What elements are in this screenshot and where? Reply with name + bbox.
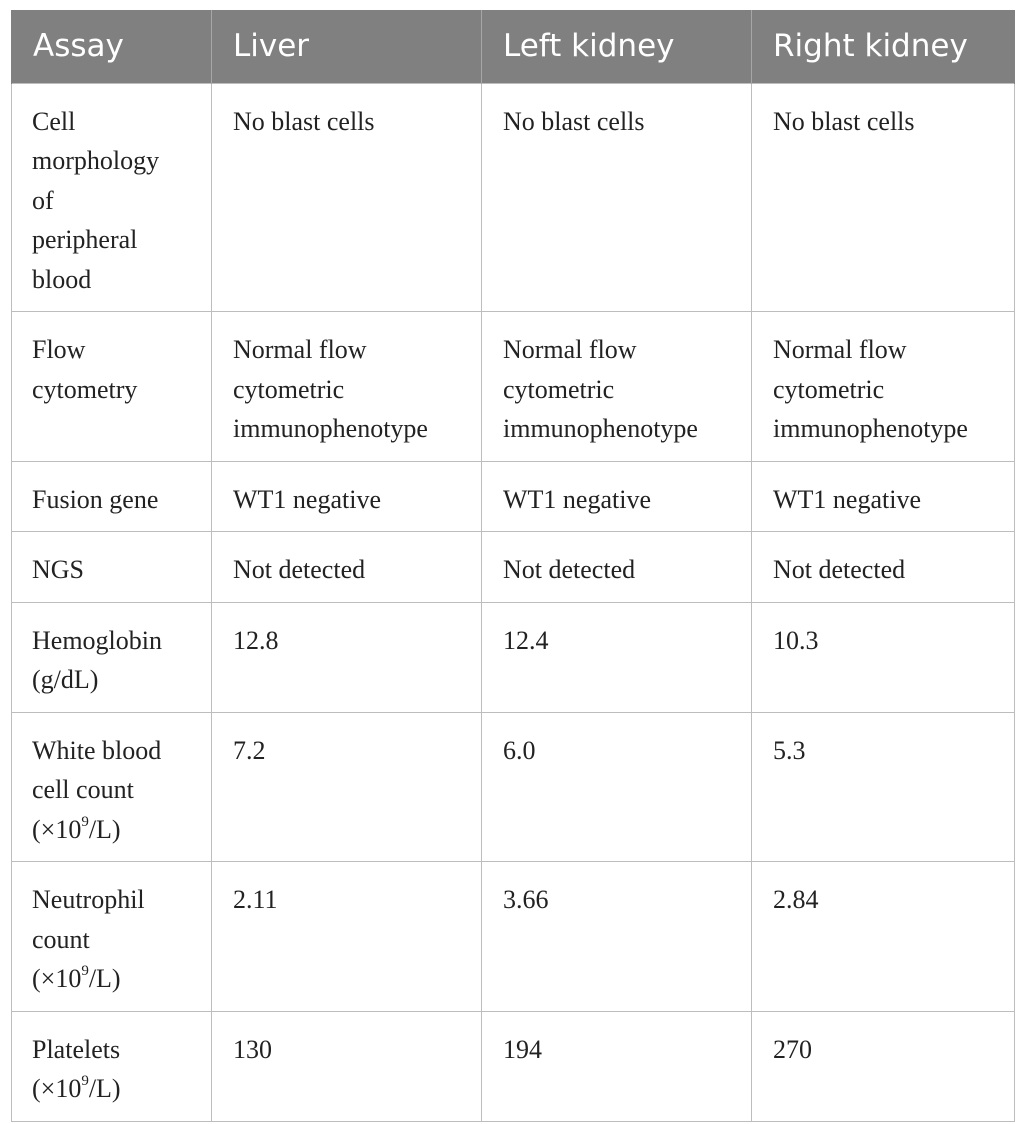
liver-cell: Not detected — [211, 531, 482, 603]
liver-cell: 12.8 — [211, 601, 482, 713]
right-kidney-cell: No blast cells — [751, 82, 1015, 312]
liver-cell: No blast cells — [211, 82, 482, 312]
assay-cell: Flow cytometry — [11, 311, 212, 462]
right-kidney-cell: 10.3 — [751, 601, 1015, 713]
table-row: Cell morphology of peripheral blood No b… — [11, 82, 1015, 312]
assay-cell: NGS — [11, 531, 212, 603]
liver-value: No blast cells — [233, 106, 375, 136]
right-kidney-cell: Normal flow cytometric immunophenotype — [751, 311, 1015, 462]
table-row: Platelets (×109/L) 130 194 270 — [11, 1010, 1015, 1122]
right-kidney-value: 270 — [773, 1034, 812, 1064]
assay-label: Hemoglobin (g/dL) — [32, 625, 162, 695]
unit-suffix: /L) — [88, 814, 121, 844]
left-kidney-value: 3.66 — [503, 885, 549, 914]
assay-label: Cell morphology of peripheral blood — [32, 106, 160, 294]
liver-value: 7.2 — [233, 735, 266, 765]
liver-value: Normal flow cytometric immunophenotype — [233, 335, 428, 443]
table-row: Fusion gene WT1 negative WT1 negative WT… — [11, 460, 1015, 532]
assay-cell: Platelets (×109/L) — [11, 1010, 212, 1122]
left-kidney-cell: 194 — [481, 1010, 752, 1122]
left-kidney-cell: Normal flow cytometric immunophenotype — [481, 311, 752, 462]
assay-label: Fusion gene — [32, 484, 159, 514]
liver-value: 130 — [233, 1034, 272, 1064]
right-kidney-value: WT1 negative — [773, 484, 921, 514]
right-kidney-value: Not detected — [773, 555, 906, 584]
right-kidney-value: Normal flow cytometric immunophenotype — [773, 335, 968, 443]
unit-suffix: /L) — [88, 1074, 121, 1103]
assay-cell: Hemoglobin (g/dL) — [11, 601, 212, 713]
unit-exponent: 9 — [81, 963, 89, 980]
assay-label: NGS — [32, 555, 85, 584]
table-header: Assay Liver Left kidney Right kidney — [11, 10, 1015, 83]
table-row: Flow cytometry Normal flow cytometric im… — [11, 311, 1015, 462]
liver-cell: 7.2 — [211, 711, 482, 862]
header-row: Assay Liver Left kidney Right kidney — [11, 10, 1015, 83]
assay-cell: Fusion gene — [11, 460, 212, 532]
unit-exponent: 9 — [81, 813, 89, 830]
left-kidney-value: Not detected — [503, 555, 636, 584]
liver-cell: 2.11 — [211, 861, 482, 1012]
right-kidney-value: No blast cells — [773, 106, 915, 136]
right-kidney-value: 5.3 — [773, 735, 806, 765]
table-row: Hemoglobin (g/dL) 12.8 12.4 10.3 — [11, 601, 1015, 713]
header-assay: Assay — [11, 10, 212, 83]
assay-label: Neutrophil count — [32, 885, 145, 954]
left-kidney-cell: Not detected — [481, 531, 752, 603]
left-kidney-cell: 3.66 — [481, 861, 752, 1012]
right-kidney-cell: Not detected — [751, 531, 1015, 603]
right-kidney-cell: 5.3 — [751, 711, 1015, 862]
unit-prefix: (×10 — [32, 814, 82, 844]
header-liver: Liver — [211, 10, 482, 83]
liver-value: WT1 negative — [233, 484, 381, 514]
right-kidney-value: 2.84 — [773, 885, 819, 914]
unit-prefix: (×10 — [32, 964, 82, 993]
right-kidney-cell: 270 — [751, 1010, 1015, 1122]
left-kidney-value: WT1 negative — [503, 484, 651, 514]
liver-value: 12.8 — [233, 625, 279, 655]
right-kidney-cell: WT1 negative — [751, 460, 1015, 532]
unit-suffix: /L) — [88, 964, 121, 993]
right-kidney-value: 10.3 — [773, 625, 819, 655]
right-kidney-cell: 2.84 — [751, 861, 1015, 1012]
table-body: Cell morphology of peripheral blood No b… — [11, 82, 1015, 1122]
unit-exponent: 9 — [81, 1073, 89, 1090]
left-kidney-cell: No blast cells — [481, 82, 752, 312]
liver-value: Not detected — [233, 555, 366, 584]
assay-unit: (×109/L) — [32, 964, 121, 993]
unit-prefix: (×10 — [32, 1074, 82, 1103]
left-kidney-value: 6.0 — [503, 735, 536, 765]
left-kidney-cell: 12.4 — [481, 601, 752, 713]
left-kidney-value: No blast cells — [503, 106, 645, 136]
assay-cell: Neutrophil count (×109/L) — [11, 861, 212, 1012]
liver-value: 2.11 — [233, 885, 278, 914]
left-kidney-value: Normal flow cytometric immunophenotype — [503, 335, 698, 443]
liver-cell: Normal flow cytometric immunophenotype — [211, 311, 482, 462]
header-left-kidney: Left kidney — [481, 10, 752, 83]
assay-unit: (×109/L) — [32, 1074, 121, 1103]
left-kidney-cell: 6.0 — [481, 711, 752, 862]
liver-cell: 130 — [211, 1010, 482, 1122]
left-kidney-value: 194 — [503, 1034, 542, 1064]
assay-unit: (×109/L) — [32, 813, 121, 844]
assay-label: Flow cytometry — [32, 335, 138, 404]
header-right-kidney: Right kidney — [751, 10, 1015, 83]
assay-label: Platelets — [32, 1034, 121, 1064]
table-row: Neutrophil count (×109/L) 2.11 3.66 2.84 — [11, 861, 1015, 1012]
table-row: NGS Not detected Not detected Not detect… — [11, 531, 1015, 603]
left-kidney-cell: WT1 negative — [481, 460, 752, 532]
assay-cell: Cell morphology of peripheral blood — [11, 82, 212, 312]
assay-cell: White blood cell count (×109/L) — [11, 711, 212, 862]
left-kidney-value: 12.4 — [503, 625, 549, 655]
assay-results-table: Assay Liver Left kidney Right kidney Cel… — [11, 10, 1015, 1122]
liver-cell: WT1 negative — [211, 460, 482, 532]
table-row: White blood cell count (×109/L) 7.2 6.0 5… — [11, 711, 1015, 862]
assay-label: White blood cell count — [32, 735, 162, 805]
